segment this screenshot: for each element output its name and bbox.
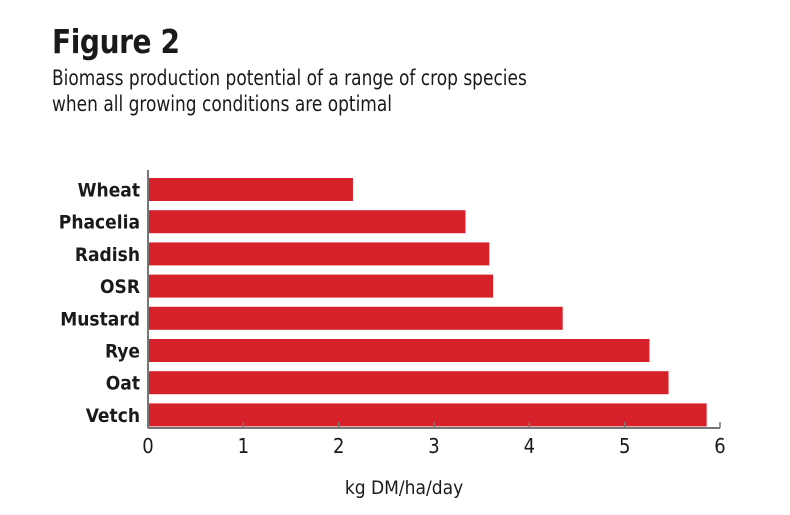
bar-radish bbox=[148, 242, 490, 266]
x-tick-label: 3 bbox=[428, 434, 439, 458]
bar-oat bbox=[148, 371, 669, 395]
bar-osr bbox=[148, 274, 494, 298]
category-label: Rye bbox=[105, 341, 140, 363]
category-label: Wheat bbox=[78, 180, 140, 202]
chart-subtitle-line-2: when all growing conditions are optimal bbox=[52, 92, 393, 116]
x-tick-label: 4 bbox=[524, 434, 535, 458]
bar-phacelia bbox=[148, 210, 466, 234]
category-label: Mustard bbox=[60, 308, 140, 330]
bar-mustard bbox=[148, 306, 563, 330]
bar-vetch bbox=[148, 403, 707, 427]
x-axis-label: kg DM/ha/day bbox=[345, 477, 463, 499]
bar-rye bbox=[148, 339, 650, 362]
x-tick-label: 1 bbox=[238, 434, 249, 458]
category-label: Phacelia bbox=[59, 212, 140, 234]
bar-wheat bbox=[148, 178, 353, 201]
chart-subtitle-line-1: Biomass production potential of a range … bbox=[52, 66, 527, 90]
chart-title: Figure 2 bbox=[52, 22, 180, 61]
category-label: Vetch bbox=[86, 405, 140, 427]
x-tick-label: 6 bbox=[714, 434, 725, 458]
category-label: Radish bbox=[75, 244, 140, 266]
category-label: Oat bbox=[106, 373, 140, 395]
x-tick-label: 2 bbox=[333, 434, 344, 458]
category-label: OSR bbox=[100, 276, 140, 298]
x-tick-label: 5 bbox=[619, 434, 630, 458]
x-tick-label: 0 bbox=[142, 434, 153, 458]
